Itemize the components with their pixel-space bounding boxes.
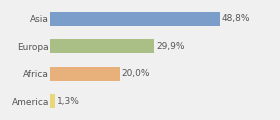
Bar bbox=[50, 12, 220, 26]
Text: 20,0%: 20,0% bbox=[122, 69, 150, 78]
Bar bbox=[50, 94, 55, 108]
Text: 29,9%: 29,9% bbox=[156, 42, 185, 51]
Text: 48,8%: 48,8% bbox=[222, 14, 250, 23]
Text: 1,3%: 1,3% bbox=[57, 97, 80, 106]
Bar bbox=[50, 39, 154, 53]
Bar bbox=[50, 67, 120, 81]
